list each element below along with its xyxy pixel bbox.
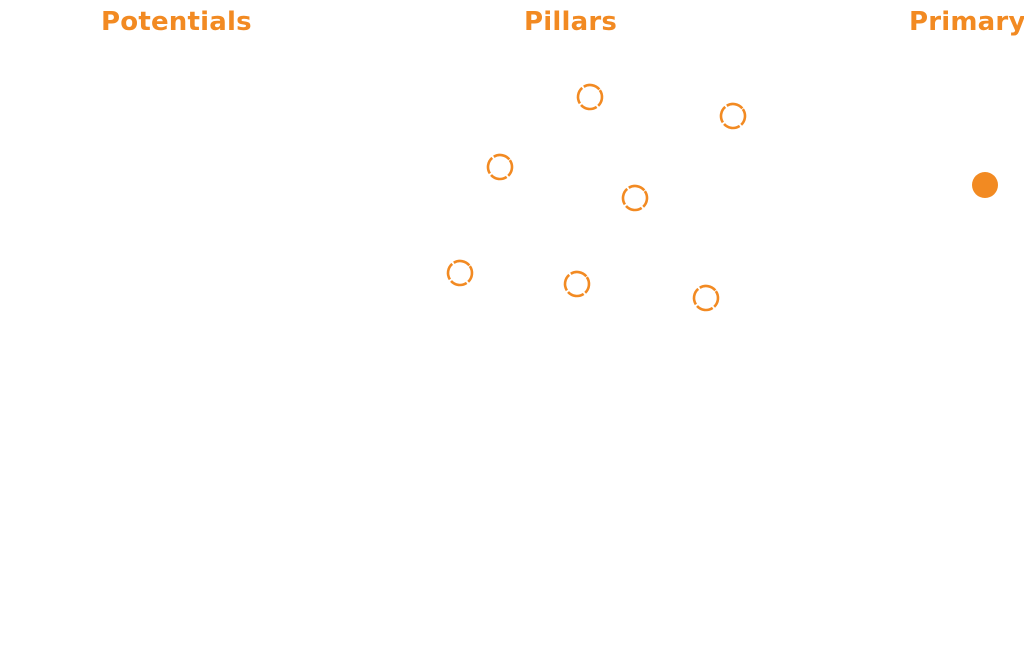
pillar-node — [486, 153, 514, 181]
primary-nodes — [972, 172, 998, 198]
pillar-node — [563, 270, 591, 298]
column-heading-pillars: Pillars — [524, 7, 618, 37]
column-heading-potentials: Potentials — [101, 7, 252, 37]
pillar-node — [446, 259, 474, 287]
pillar-node — [692, 284, 720, 312]
column-heading-primary: Primary — [909, 7, 1024, 37]
pillar-node — [621, 184, 649, 212]
pillar-node — [576, 83, 604, 111]
primary-node — [972, 172, 998, 198]
pillar-node — [719, 102, 747, 130]
pillar-nodes — [446, 83, 747, 312]
